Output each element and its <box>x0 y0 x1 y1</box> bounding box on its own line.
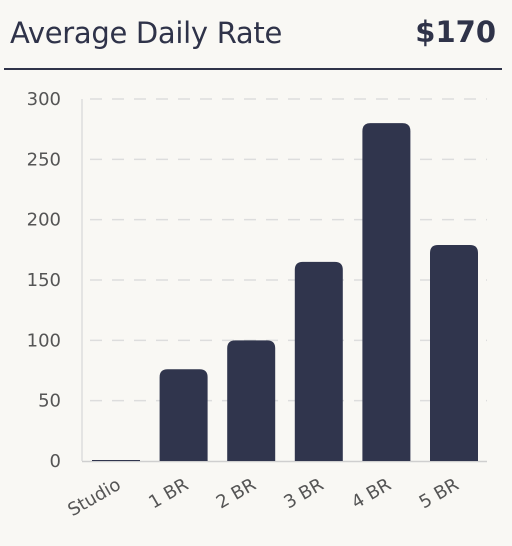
y-tick-label: 300 <box>27 89 61 110</box>
bar-1-br[interactable] <box>159 369 208 461</box>
x-tick-label: 2 BR <box>213 474 260 513</box>
x-tick-label: 1 BR <box>145 474 192 513</box>
bar-3-br[interactable] <box>294 261 343 461</box>
y-tick-label: 0 <box>50 451 61 472</box>
y-tick-label: 150 <box>27 270 61 291</box>
x-tick-label: Studio <box>64 474 124 521</box>
gridlines <box>90 98 487 402</box>
bar-2-br[interactable] <box>227 340 276 461</box>
y-axis: 0 50 100 150 200 250 300 <box>27 89 487 472</box>
x-tick-label: 4 BR <box>348 474 395 513</box>
y-tick-label: 100 <box>27 330 61 351</box>
y-tick-label: 50 <box>38 391 61 412</box>
average-rate-value: $170 <box>415 15 496 49</box>
bars <box>92 123 478 461</box>
widget-header: Average Daily Rate $170 <box>4 10 502 70</box>
bar-4-br[interactable] <box>362 123 411 461</box>
y-tick-label: 200 <box>27 210 61 231</box>
bar-studio[interactable] <box>92 460 140 461</box>
widget-title: Average Daily Rate <box>10 16 282 50</box>
x-axis-labels: Studio 1 BR 2 BR 3 BR 4 BR 5 BR <box>64 474 462 521</box>
x-tick-label: 5 BR <box>416 474 463 513</box>
x-tick-label: 3 BR <box>280 474 327 513</box>
bar-5-br[interactable] <box>430 245 478 461</box>
y-tick-label: 250 <box>27 149 61 170</box>
